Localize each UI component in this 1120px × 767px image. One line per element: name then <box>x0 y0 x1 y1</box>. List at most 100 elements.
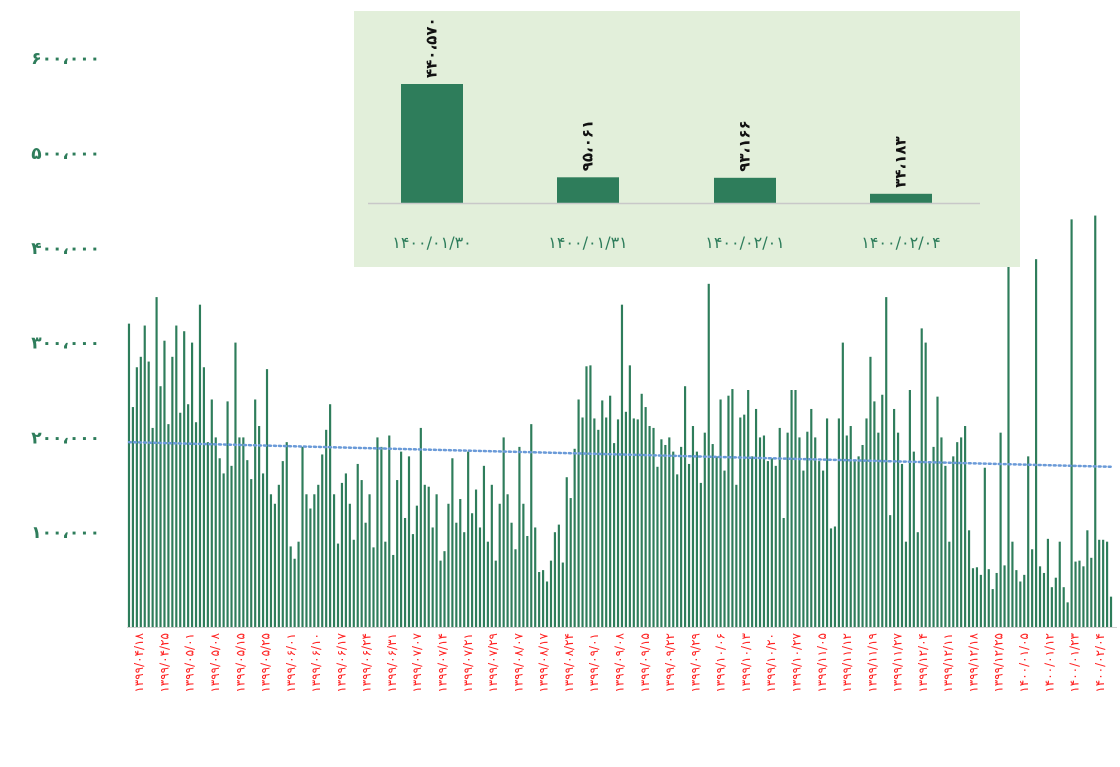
bar <box>443 551 446 627</box>
bar <box>754 408 758 627</box>
bar <box>620 304 624 627</box>
bar <box>549 560 553 627</box>
bar <box>1031 549 1034 627</box>
bar <box>1109 596 1113 627</box>
bar <box>336 543 340 627</box>
bar <box>916 532 919 627</box>
x-tick-label: ۱۳۹۹/۰۶/۱۷ <box>334 632 348 692</box>
bar <box>565 477 568 627</box>
bar <box>467 451 470 627</box>
bar <box>762 435 766 627</box>
main-bars <box>127 215 1113 628</box>
bar <box>510 522 513 627</box>
bar <box>900 463 904 627</box>
bar <box>628 365 631 627</box>
inset-bar <box>870 193 932 203</box>
x-tick-label: ۱۳۹۹/۰۶/۱۰ <box>309 633 323 693</box>
bar <box>991 589 994 627</box>
bar <box>372 547 375 627</box>
inset-bar <box>401 84 463 203</box>
bar <box>672 451 675 627</box>
bar <box>131 407 134 627</box>
bar <box>751 456 754 627</box>
bar <box>774 465 777 627</box>
bar <box>1102 539 1105 627</box>
bar <box>636 419 639 627</box>
bar <box>147 361 150 627</box>
bar <box>490 484 493 627</box>
bar <box>194 422 198 627</box>
bar <box>407 456 411 627</box>
bar <box>597 429 600 627</box>
bar <box>1007 228 1010 627</box>
bar <box>632 418 635 627</box>
bar <box>964 426 967 627</box>
bar <box>530 424 533 627</box>
bar <box>624 411 627 627</box>
bar <box>581 417 584 627</box>
bar <box>691 426 695 627</box>
bar <box>388 435 391 627</box>
bar <box>731 389 734 627</box>
bar <box>474 489 478 627</box>
bar <box>542 570 545 627</box>
bar <box>222 473 225 627</box>
bar <box>971 568 975 627</box>
bar <box>258 426 261 627</box>
bar <box>948 541 951 627</box>
x-tick-label: ۱۳۹۹/۰۵/۱۵ <box>233 633 247 693</box>
bar <box>498 503 501 627</box>
bar <box>822 470 825 627</box>
bar <box>699 482 702 627</box>
bar <box>1062 587 1065 627</box>
bar <box>1015 570 1018 627</box>
bar <box>727 395 730 627</box>
x-tick-label: ۱۳۹۹/۰۶/۰۱ <box>284 633 298 693</box>
x-tick-label: ۱۳۹۹/۰۸/۱۷ <box>537 632 551 692</box>
bar <box>798 437 801 627</box>
bar <box>159 386 162 627</box>
bar <box>254 399 257 627</box>
x-tick-label: ۱۳۹۹/۰۴/۲۵ <box>157 633 171 693</box>
bar <box>356 463 359 627</box>
x-tick-label: ۱۴۰۰/۰۱/۱۲ <box>1042 633 1056 693</box>
bar <box>522 503 525 627</box>
bar <box>1082 566 1085 627</box>
bar <box>707 283 710 627</box>
bar <box>861 444 864 627</box>
bar <box>1046 538 1050 627</box>
bar <box>506 494 509 627</box>
y-tick-label: ۳۰۰،۰۰۰ <box>31 334 100 354</box>
bar <box>451 458 454 627</box>
bar <box>770 458 773 627</box>
bar <box>514 549 517 627</box>
bar <box>936 396 939 627</box>
bar <box>478 527 482 627</box>
bar <box>380 446 383 627</box>
bar <box>151 427 154 627</box>
bar <box>806 431 809 627</box>
x-tick-label: ۱۳۹۹/۱۱/۲۷ <box>891 632 905 692</box>
bar <box>1074 561 1077 627</box>
bar <box>175 325 178 627</box>
bar <box>616 419 620 627</box>
y-axis-ticks: ۱۰۰،۰۰۰ ۲۰۰،۰۰۰ ۳۰۰،۰۰۰ ۴۰۰،۰۰۰ ۵۰۰،۰۰۰ ۶۰۰،۰… <box>31 49 100 543</box>
bar <box>944 465 947 627</box>
bar <box>545 581 549 627</box>
bar <box>837 418 840 627</box>
bar <box>1011 541 1014 627</box>
bar <box>711 444 714 627</box>
bar <box>987 569 990 627</box>
bar <box>924 342 927 627</box>
bar <box>364 522 367 627</box>
inset-x-axis-ticks: ۱۴۰۰/۰۱/۳۰ ۱۴۰۰/۰۱/۳۱ ۱۴۰۰/۰۲/۰۱ ۱۴۰۰/۰۲/۰۴ <box>392 233 941 252</box>
bar <box>526 535 529 627</box>
bar <box>644 407 647 627</box>
bar <box>447 503 450 627</box>
y-tick-label: ۱۰۰،۰۰۰ <box>31 523 100 543</box>
inset-bar <box>714 177 776 203</box>
bar <box>435 494 438 627</box>
bar <box>703 432 706 627</box>
bar <box>486 541 489 627</box>
